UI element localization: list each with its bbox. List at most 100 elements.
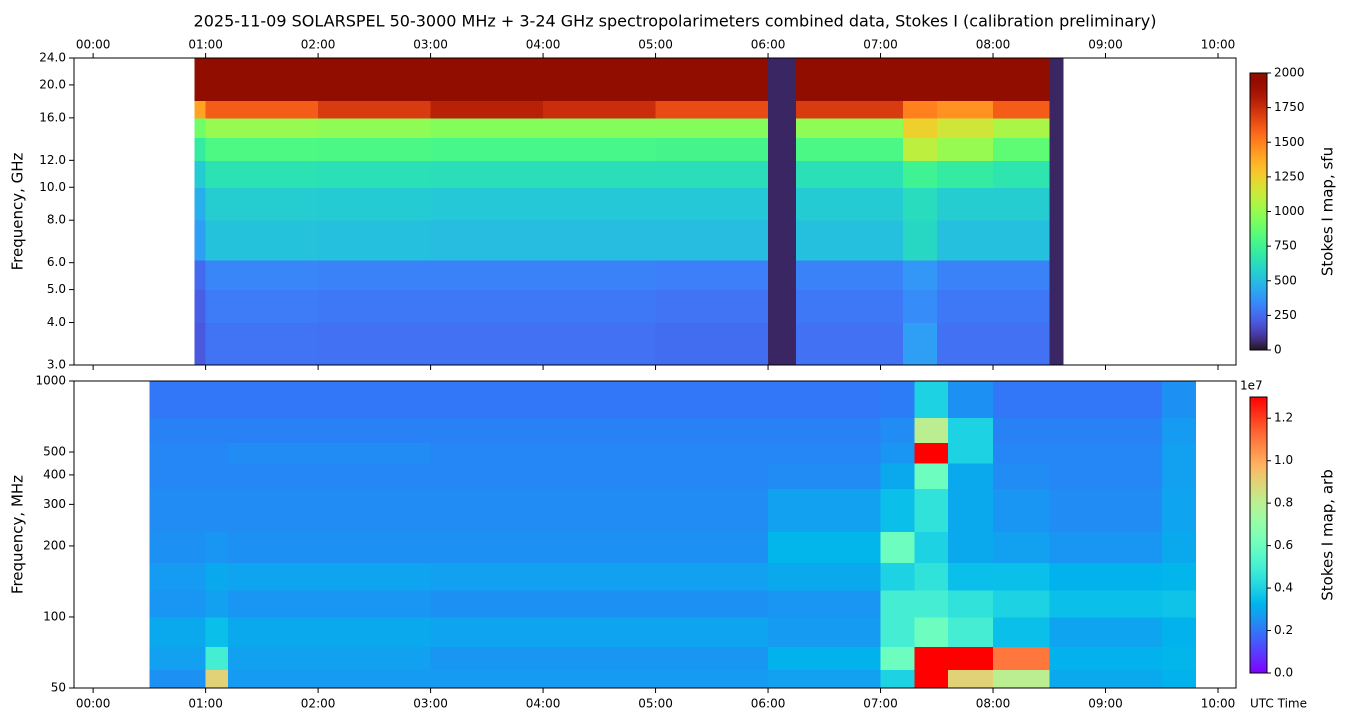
heatmap-cell <box>936 137 994 161</box>
heatmap-cell <box>149 488 207 533</box>
heatmap-cell <box>430 488 769 533</box>
heatmap-cell <box>948 381 994 419</box>
heatmap-cell <box>228 488 432 533</box>
heatmap-cell <box>430 442 769 464</box>
heatmap-cell <box>1049 531 1163 564</box>
heatmap-cell <box>903 160 938 188</box>
heatmap-cell <box>993 488 1050 533</box>
colorbar-tick-label: 0.8 <box>1274 496 1293 510</box>
heatmap-cell <box>1161 462 1197 490</box>
heatmap-cell <box>914 562 949 591</box>
heatmap-cell <box>655 260 769 291</box>
colorbar-offset-label: 1e7 <box>1240 379 1263 393</box>
heatmap-cell <box>796 220 904 261</box>
x-tick-label: 10:00 <box>1201 38 1236 52</box>
heatmap-cell <box>993 220 1050 261</box>
heatmap-cell <box>914 646 949 670</box>
x-tick-label: 08:00 <box>976 38 1011 52</box>
heatmap-cell <box>993 289 1050 324</box>
heatmap-cell <box>914 381 949 419</box>
heatmap-cell <box>318 160 432 188</box>
heatmap-cell <box>993 616 1050 647</box>
heatmap-cell <box>205 289 319 324</box>
heatmap-cell <box>993 562 1050 591</box>
colorbar <box>1249 72 1268 351</box>
heatmap-cell <box>914 531 949 564</box>
heatmap-cell <box>768 220 797 261</box>
heatmap-cell <box>936 220 994 261</box>
heatmap-cell <box>948 590 994 618</box>
x-tick-label: 05:00 <box>638 38 673 52</box>
heatmap-cell <box>796 260 904 291</box>
colorbar-tick-label: 250 <box>1274 308 1297 322</box>
heatmap-cell <box>1049 260 1064 291</box>
heatmap-cell <box>655 322 769 366</box>
heatmap-cell <box>914 442 949 464</box>
x-tick-label: 00:00 <box>76 697 111 711</box>
x-tick-label: 04:00 <box>526 697 561 711</box>
heatmap-cell <box>205 616 229 647</box>
heatmap-cell <box>655 289 769 324</box>
heatmap-cell <box>1049 322 1064 366</box>
heatmap-cell <box>880 442 915 464</box>
heatmap-cell <box>796 289 904 324</box>
heatmap-cell <box>768 531 882 564</box>
heatmap-cell <box>205 562 229 591</box>
heatmap-cell <box>430 187 544 221</box>
heatmap-cell <box>768 381 882 419</box>
heatmap-cell <box>543 260 657 291</box>
heatmap-cell <box>543 322 657 366</box>
heatmap-cell <box>228 669 432 689</box>
heatmap-cell <box>318 137 432 161</box>
heatmap-cell <box>880 531 915 564</box>
x-tick-label: 06:00 <box>751 38 786 52</box>
heatmap-cell <box>194 322 207 366</box>
heatmap-cell <box>768 289 797 324</box>
y-tick-label: 16.0 <box>39 110 66 124</box>
heatmap-cell <box>768 58 797 101</box>
heatmap-cell <box>149 562 207 591</box>
heatmap-cell <box>194 160 207 188</box>
heatmap-cell <box>205 531 229 564</box>
heatmap-cell <box>149 669 207 689</box>
heatmap-cell <box>205 220 319 261</box>
heatmap-cell <box>993 442 1050 464</box>
colorbar-tick-label: 1.0 <box>1274 453 1293 467</box>
heatmap-cell <box>948 488 994 533</box>
heatmap-cell <box>1049 381 1163 419</box>
heatmap-cell <box>149 417 207 443</box>
heatmap-cell <box>228 531 432 564</box>
heatmap-cell <box>993 590 1050 618</box>
y-tick-label: 4.0 <box>47 315 66 329</box>
heatmap-cell <box>768 322 797 366</box>
heatmap-cell <box>149 442 207 464</box>
heatmap-cell <box>430 616 769 647</box>
heatmap-cell <box>543 220 657 261</box>
heatmap-cell <box>903 187 938 221</box>
heatmap-cell <box>880 488 915 533</box>
heatmap-cell <box>205 462 229 490</box>
heatmap-cell <box>205 187 319 221</box>
heatmap-cell <box>768 187 797 221</box>
heatmap-cell <box>543 58 657 101</box>
heatmap-cell <box>880 417 915 443</box>
colorbar-tick-label: 1000 <box>1274 204 1305 218</box>
heatmap-cell <box>543 160 657 188</box>
x-axis-label: UTC Time <box>1250 697 1307 711</box>
heatmap-cell <box>880 562 915 591</box>
colorbar-tick-label: 1.2 <box>1274 411 1293 425</box>
y-tick-label: 12.0 <box>39 153 66 167</box>
heatmap-cell <box>194 117 207 139</box>
heatmap-cell <box>796 160 904 188</box>
heatmap-cell <box>194 220 207 261</box>
heatmap-cell <box>1049 669 1163 689</box>
heatmap-cell <box>655 58 769 101</box>
colorbar-label: Stokes I map, sfu <box>1319 147 1337 276</box>
heatmap-cell <box>796 117 904 139</box>
heatmap-cell <box>914 669 949 689</box>
heatmap-cell <box>880 590 915 618</box>
heatmap-cell <box>993 417 1050 443</box>
heatmap-cell <box>914 488 949 533</box>
heatmap-cell <box>149 616 207 647</box>
y-tick-label: 6.0 <box>47 255 66 269</box>
